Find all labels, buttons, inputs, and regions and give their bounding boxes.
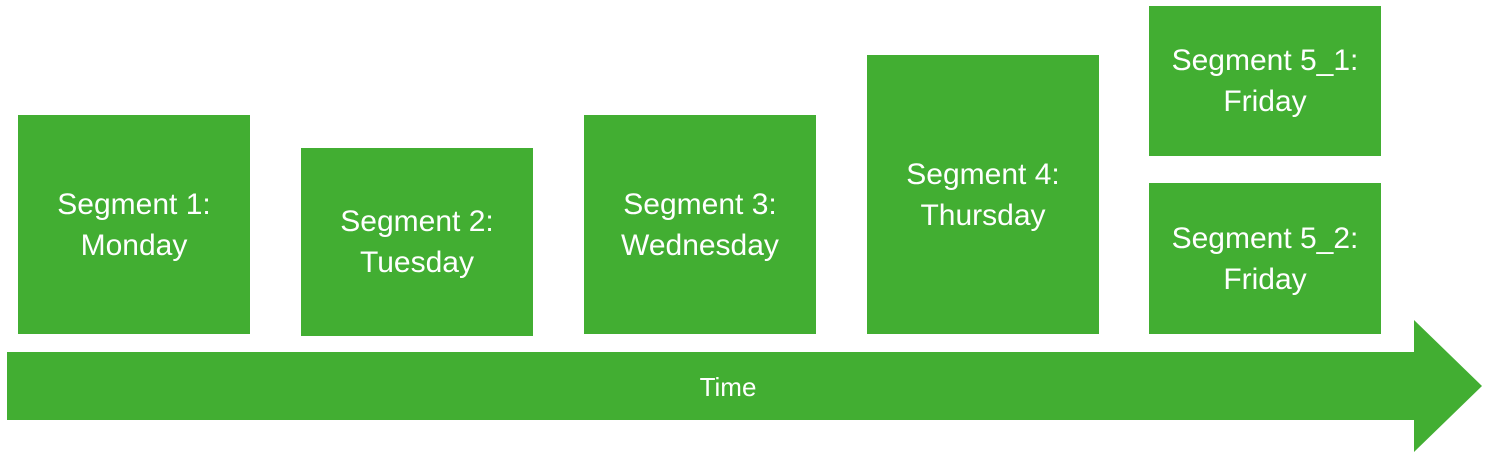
segment-3-wednesday-box: Segment 3: Wednesday — [584, 115, 816, 334]
segment-1-title: Segment 1: — [57, 187, 211, 221]
segment-5-1-day: Friday — [1223, 85, 1307, 118]
segment-4-title: Segment 4: — [906, 157, 1060, 191]
segment-3-day: Wednesday — [621, 228, 779, 262]
segment-2-tuesday-box: Segment 2: Tuesday — [301, 148, 533, 336]
segment-1-monday-box: Segment 1: Monday — [18, 115, 250, 334]
time-arrow-shape — [7, 320, 1482, 452]
segment-5-2-day: Friday — [1223, 262, 1307, 296]
segment-5-2-friday-box: Segment 5_2: Friday — [1149, 183, 1381, 334]
time-label: Time — [699, 372, 757, 402]
segment-4-day: Thursday — [920, 198, 1046, 232]
segment-2-title: Segment 2: — [340, 205, 494, 238]
segment-4-thursday-box: Segment 4: Thursday — [867, 55, 1099, 334]
segment-5-1-friday-box: Segment 5_1: Friday — [1149, 6, 1381, 156]
segment-1-day: Monday — [80, 228, 188, 262]
segment-5-1-title: Segment 5_1: — [1171, 44, 1359, 77]
segment-5-2-title: Segment 5_2: — [1171, 221, 1359, 255]
segment-2-day: Tuesday — [360, 246, 474, 279]
segment-3-title: Segment 3: — [623, 187, 777, 221]
